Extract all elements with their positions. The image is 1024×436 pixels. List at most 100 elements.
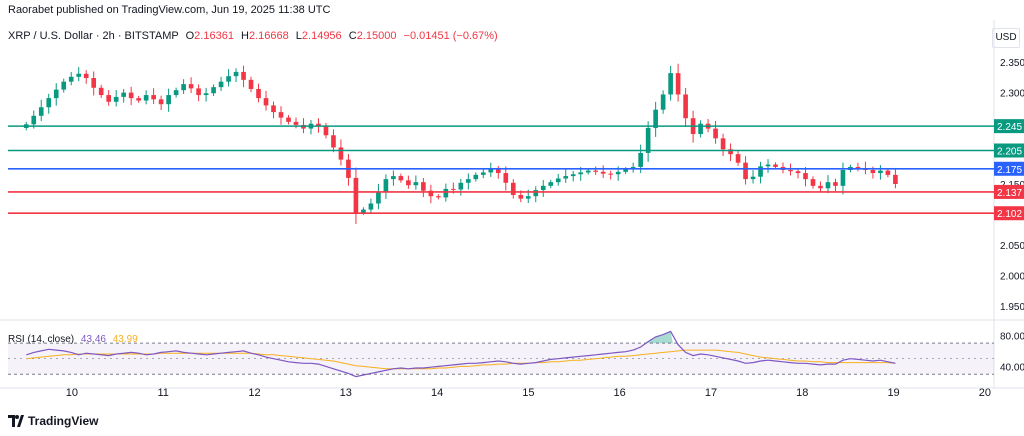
candle-body bbox=[525, 196, 531, 199]
time-axis-tick: 11 bbox=[157, 387, 168, 399]
candle bbox=[645, 121, 651, 162]
level-price-label: 2.205 bbox=[997, 147, 1022, 158]
symbol-title[interactable]: XRP / U.S. Dollar · 2h · BITSTAMP bbox=[8, 30, 179, 42]
candle-body bbox=[585, 170, 591, 173]
time-axis-tick: 12 bbox=[248, 387, 260, 399]
candle-body bbox=[136, 98, 141, 101]
candle-body bbox=[286, 117, 291, 122]
candle bbox=[421, 177, 426, 198]
candle-body bbox=[106, 95, 112, 102]
candle bbox=[331, 129, 336, 153]
candle-body bbox=[293, 121, 299, 125]
candle bbox=[893, 169, 898, 189]
rsi-name[interactable]: RSI (14, close) bbox=[8, 334, 75, 345]
candle-body bbox=[840, 169, 846, 186]
candle bbox=[878, 165, 883, 180]
candle-body bbox=[406, 180, 411, 186]
candle bbox=[368, 198, 374, 214]
candle-body bbox=[151, 95, 156, 100]
candle bbox=[68, 72, 74, 86]
level-price-tag bbox=[994, 184, 1024, 199]
level-price-label: 2.137 bbox=[997, 188, 1022, 199]
candle-body bbox=[503, 173, 509, 183]
candle-body bbox=[668, 73, 673, 95]
candle bbox=[600, 165, 606, 178]
candle-body bbox=[735, 154, 741, 163]
candle bbox=[83, 70, 89, 84]
candle bbox=[488, 162, 494, 177]
candle bbox=[698, 120, 703, 138]
candle-body bbox=[368, 203, 374, 210]
candle bbox=[181, 79, 186, 95]
low-label: L bbox=[295, 30, 302, 42]
candle-body bbox=[600, 171, 606, 174]
candle-body bbox=[38, 107, 44, 116]
candle-body bbox=[91, 78, 97, 88]
candle-body bbox=[428, 190, 434, 197]
candle-body bbox=[121, 92, 126, 97]
candle-body bbox=[683, 94, 688, 119]
candle bbox=[406, 175, 411, 189]
candle-body bbox=[765, 164, 771, 167]
candle bbox=[750, 170, 756, 184]
candle-body bbox=[578, 172, 584, 175]
candle bbox=[376, 183, 381, 210]
candle-body bbox=[376, 191, 381, 204]
candle bbox=[128, 86, 134, 106]
candle bbox=[278, 106, 284, 125]
candle bbox=[810, 176, 816, 189]
time-axis-tick: 10 bbox=[66, 387, 78, 399]
time-axis-tick: 17 bbox=[705, 387, 717, 399]
candle bbox=[61, 78, 67, 93]
candle-body bbox=[788, 169, 793, 172]
candle bbox=[263, 90, 269, 111]
candle bbox=[188, 77, 194, 94]
candle-body bbox=[113, 96, 119, 102]
candle bbox=[166, 88, 171, 112]
level-price-tag bbox=[994, 206, 1024, 221]
candle-body bbox=[241, 71, 246, 80]
candle-body bbox=[98, 87, 104, 96]
candle-body bbox=[68, 76, 74, 82]
candle-body bbox=[443, 188, 449, 198]
candle bbox=[271, 101, 276, 119]
candle-body bbox=[211, 87, 216, 94]
candle bbox=[683, 87, 688, 127]
candle-body bbox=[173, 90, 179, 96]
candle bbox=[286, 115, 291, 125]
time-axis-tick: 18 bbox=[796, 387, 808, 399]
candle bbox=[413, 175, 419, 190]
candle bbox=[510, 179, 516, 199]
candle bbox=[338, 139, 344, 166]
candle-body bbox=[743, 162, 748, 180]
candle bbox=[398, 173, 404, 183]
candle bbox=[211, 84, 216, 96]
candle bbox=[226, 69, 231, 87]
candle-body bbox=[391, 176, 396, 180]
candle-body bbox=[256, 88, 261, 99]
candle-body bbox=[61, 81, 67, 90]
price-axis-tick: 2.300 bbox=[1000, 89, 1024, 100]
candle bbox=[503, 166, 509, 191]
candle-body bbox=[331, 135, 336, 148]
candle-body bbox=[645, 127, 651, 153]
candle-body bbox=[593, 170, 599, 172]
candle bbox=[563, 169, 569, 183]
candle-body bbox=[563, 176, 569, 179]
candle-body bbox=[855, 166, 861, 169]
candle bbox=[668, 65, 673, 101]
candle bbox=[855, 162, 861, 172]
tradingview-footer[interactable]: TradingView bbox=[8, 414, 98, 428]
currency-button[interactable]: USD bbox=[992, 28, 1020, 48]
candle-body bbox=[615, 171, 621, 175]
candle-body bbox=[803, 173, 808, 180]
candle bbox=[91, 71, 97, 96]
candle bbox=[675, 63, 681, 102]
rsi-overbought-fill bbox=[645, 331, 673, 344]
candle-body bbox=[698, 123, 703, 135]
candle-body bbox=[810, 179, 816, 186]
candle-body bbox=[570, 174, 576, 177]
footer-brand: TradingView bbox=[28, 414, 99, 428]
rsi-legend: RSI (14, close) 43.46 43.99 bbox=[8, 334, 138, 345]
